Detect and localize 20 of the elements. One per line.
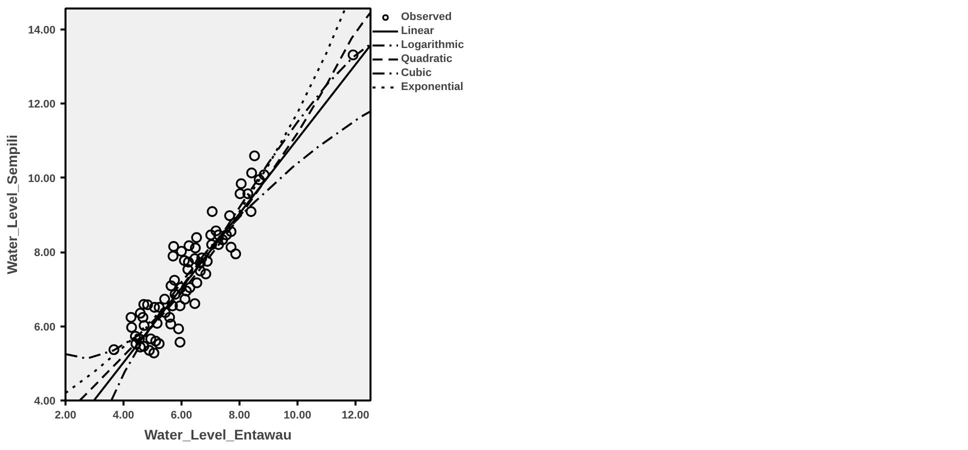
x-tick-label: 12.00 bbox=[342, 410, 370, 422]
x-tick-label: 2.00 bbox=[54, 410, 76, 422]
legend-label: Linear bbox=[401, 24, 434, 38]
x-tick-label: 10.00 bbox=[284, 410, 312, 422]
legend-label: Observed bbox=[401, 10, 452, 24]
legend-label: Exponential bbox=[401, 80, 464, 94]
y-tick-label: 10.00 bbox=[28, 172, 56, 185]
y-tick-label: 12.00 bbox=[28, 98, 56, 111]
y-tick-label: 6.00 bbox=[34, 321, 56, 334]
x-tick-label: 6.00 bbox=[170, 410, 192, 422]
legend-label: Cubic bbox=[401, 66, 432, 80]
x-axis-title: Water_Level_Entawau bbox=[144, 426, 292, 442]
legend-label: Quadratic bbox=[401, 52, 452, 66]
legend-label: Logarithmic bbox=[401, 38, 464, 52]
y-axis-title: Water_Level_Sempili bbox=[4, 134, 20, 274]
x-tick-label: 8.00 bbox=[228, 410, 250, 422]
y-tick-label: 8.00 bbox=[34, 247, 56, 260]
y-tick-label: 4.00 bbox=[34, 396, 56, 408]
x-tick-label: 4.00 bbox=[112, 410, 134, 422]
y-tick-label: 14.00 bbox=[28, 24, 56, 36]
